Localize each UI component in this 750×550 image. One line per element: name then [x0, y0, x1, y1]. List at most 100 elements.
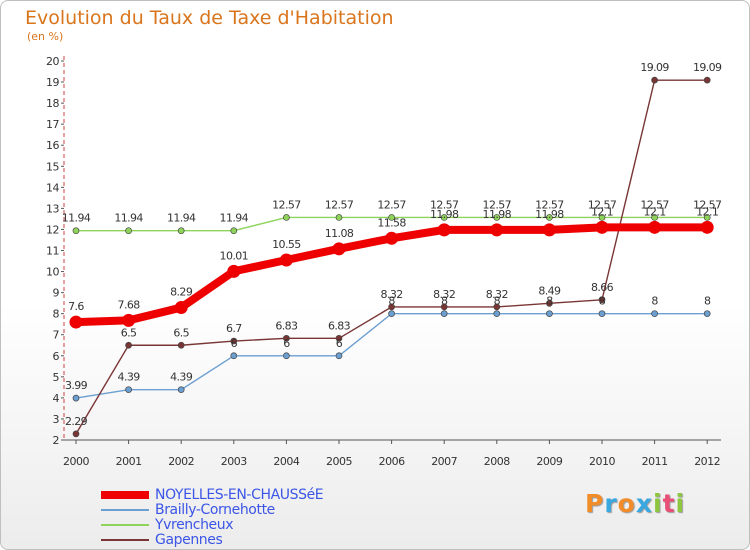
data-label: 12.57: [693, 198, 722, 211]
chart-axes: 2 3 4 5 6 7 8 9 10 11 12 13 14 15 16 17 18 19 20 2000 2001 20…: [46, 55, 721, 468]
data-point: [122, 313, 136, 327]
data-point: [700, 220, 714, 234]
data-point: [72, 227, 80, 235]
data-label: 12.57: [588, 198, 617, 211]
data-label: 8: [441, 295, 448, 308]
data-point: [651, 76, 658, 84]
data-point: [335, 214, 343, 221]
data-point: [542, 223, 556, 237]
data-label: 6.83: [275, 319, 298, 332]
y-tick-label: 18: [46, 97, 59, 110]
data-point: [388, 303, 395, 311]
data-label: 11.94: [220, 212, 249, 225]
x-tick-label: 2009: [536, 455, 562, 468]
data-label: 7.6: [68, 300, 84, 313]
data-label: 12.1: [644, 205, 666, 218]
legend-label: NOYELLES-EN-CHAUSSéE: [155, 486, 324, 503]
data-label: 7.68: [118, 298, 141, 311]
x-tick-label: 2005: [326, 455, 352, 468]
data-label: 12.57: [640, 198, 669, 211]
x-tick-label: 2010: [589, 455, 615, 468]
legend-swatch: [101, 523, 149, 526]
data-label: 11.98: [535, 208, 564, 221]
data-label: 8.66: [591, 281, 614, 294]
data-point: [335, 352, 343, 360]
data-point: [177, 341, 185, 349]
y-tick-label: 17: [46, 118, 59, 131]
data-point: [546, 214, 553, 221]
data-point: [72, 430, 80, 438]
data-point: [493, 310, 501, 318]
data-point: [69, 315, 83, 329]
data-point: [440, 214, 448, 221]
data-label: 12.57: [483, 198, 512, 211]
data-label: 6.7: [226, 322, 242, 335]
data-point: [598, 296, 606, 304]
data-point: [648, 220, 662, 234]
data-point: [125, 341, 132, 349]
data-point: [493, 214, 501, 221]
x-tick-label: 2003: [221, 455, 247, 468]
legend-label: Yvrencheux: [155, 516, 234, 533]
data-point: [227, 264, 241, 278]
chart-unit: (en %): [27, 30, 64, 43]
data-label: 12.57: [272, 198, 301, 211]
data-label: 11.94: [114, 212, 143, 225]
data-label: 3.99: [65, 379, 88, 392]
data-point: [437, 223, 451, 237]
y-tick-label: 3: [53, 413, 60, 426]
data-label: 8: [651, 295, 658, 308]
data-point: [546, 299, 553, 307]
data-point: [230, 227, 238, 235]
data-label: 19.09: [693, 61, 722, 74]
y-tick-label: 20: [46, 55, 59, 68]
legend-swatch: [101, 538, 149, 541]
legend-item: Yvrencheux: [101, 516, 323, 533]
x-tick-label: 2012: [694, 455, 720, 468]
x-tick-label: 2001: [116, 455, 142, 468]
series-lines: [69, 76, 714, 438]
data-label: 8: [388, 295, 395, 308]
data-point: [490, 223, 504, 237]
data-label: 8.32: [433, 288, 455, 301]
x-tick-label: 2006: [379, 455, 405, 468]
data-label: 12.57: [377, 198, 406, 211]
x-tick-label: 2008: [484, 455, 510, 468]
data-point: [332, 242, 346, 256]
data-point: [651, 214, 658, 221]
legend-item: NOYELLES-EN-CHAUSSéE: [101, 486, 324, 503]
chart-title: Evolution du Taux de Taxe d'Habitation: [25, 7, 394, 29]
y-tick-label: 4: [53, 392, 60, 405]
y-tick-label: 8: [53, 308, 60, 321]
data-label: 12.57: [325, 198, 354, 211]
data-label: 6: [283, 337, 290, 350]
data-label: 11.98: [483, 208, 512, 221]
data-label: 12.1: [591, 205, 613, 218]
data-labels: 7.6 7.68 8.29 10.01 10.55 11.08 11.58 11.98 11.9…: [62, 61, 723, 428]
data-label: 19.09: [640, 61, 669, 74]
data-label: 11.58: [377, 216, 406, 229]
data-label: 11.98: [430, 208, 459, 221]
data-label: 12.57: [535, 198, 564, 211]
data-point: [595, 220, 609, 234]
y-tick-label: 19: [46, 76, 59, 89]
proxiti-logo: Proxiti: [585, 489, 686, 518]
y-tick-label: 13: [46, 202, 59, 215]
legend-label: Brailly-Cornehotte: [155, 501, 275, 518]
data-point: [703, 76, 711, 84]
data-label: 8: [546, 295, 553, 308]
data-label: 8: [599, 295, 606, 308]
x-tick-label: 2011: [642, 455, 668, 468]
data-label: 10.55: [272, 238, 301, 251]
data-label: 2.29: [65, 415, 88, 428]
data-point: [177, 386, 185, 394]
legend-swatch: [101, 508, 149, 511]
x-tick-label: 2004: [273, 455, 299, 468]
data-label: 11.08: [325, 227, 354, 240]
y-tick-label: 15: [46, 160, 59, 173]
y-tick-label: 5: [53, 371, 60, 384]
data-point: [388, 214, 395, 221]
data-point: [493, 303, 501, 311]
data-point: [125, 386, 132, 394]
